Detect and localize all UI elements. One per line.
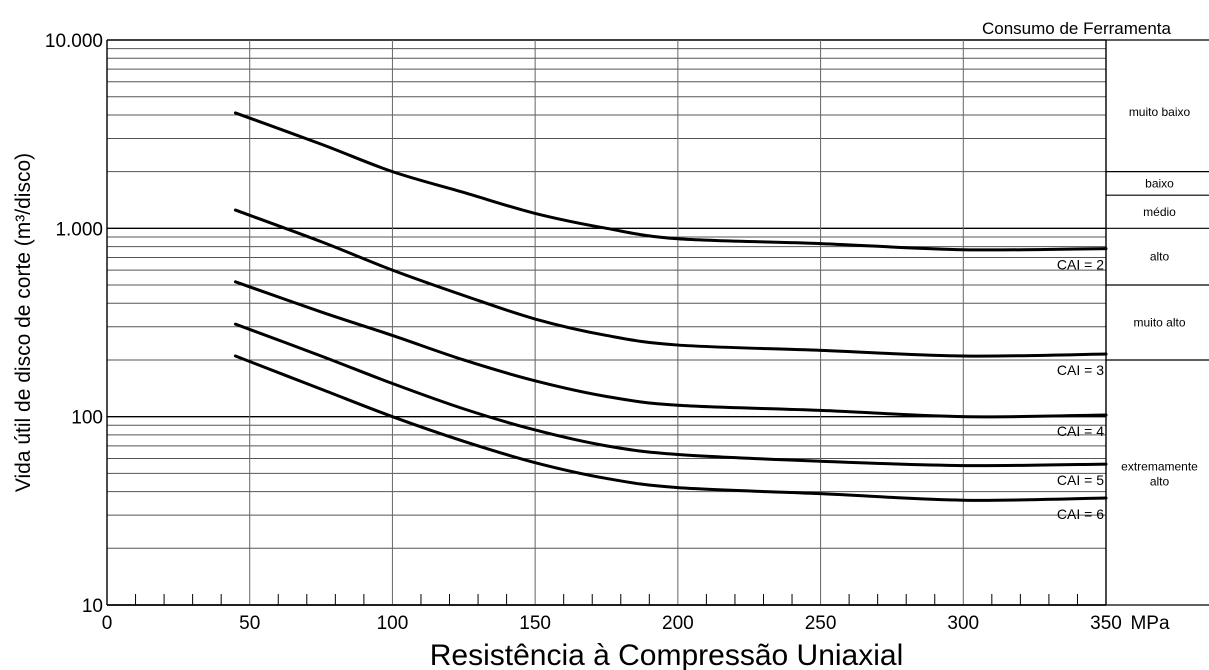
x-axis-title: Resistência à Compressão Uniaxial bbox=[430, 639, 904, 670]
series-label: CAI = 3 bbox=[1057, 362, 1104, 378]
y-axis-title: Vida útil de disco de corte (m³/disco) bbox=[12, 153, 35, 492]
series-line-cai-5 bbox=[233, 322, 1108, 468]
tool-consumption-panel: Consumo de Ferramenta muito baixo baixo méd… bbox=[982, 19, 1209, 606]
x-tick-label: 200 bbox=[662, 613, 694, 634]
zone-label: alto bbox=[1150, 250, 1170, 264]
zone-label: muito baixo bbox=[1129, 105, 1191, 119]
series-label: CAI = 5 bbox=[1057, 472, 1104, 488]
y-tick-label: 10 bbox=[82, 596, 103, 617]
series-label: CAI = 2 bbox=[1057, 257, 1104, 273]
series-line-cai-4 bbox=[233, 280, 1108, 419]
zone-label: extremamente bbox=[1121, 459, 1198, 473]
x-tick-label: 350 bbox=[1090, 613, 1122, 634]
x-tick-label: 250 bbox=[805, 613, 837, 634]
zone-label: muito alto bbox=[1133, 316, 1185, 330]
y-tick-label: 10.000 bbox=[45, 31, 103, 52]
axes bbox=[106, 40, 1107, 606]
x-tick-label: 0 bbox=[102, 613, 113, 634]
x-unit-label: MPa bbox=[1130, 613, 1170, 634]
series-line-cai-3 bbox=[233, 208, 1108, 358]
grid bbox=[106, 39, 1107, 606]
x-tick-label: 50 bbox=[239, 613, 260, 634]
x-tick-label: 300 bbox=[947, 613, 979, 634]
series-line-cai-6 bbox=[233, 354, 1108, 502]
x-tick-label: 100 bbox=[377, 613, 409, 634]
zone-label: alto bbox=[1150, 474, 1170, 488]
labels-group: 10 100 1.000 10.000 0 50 100 150 200 250 300 350 MPa… bbox=[12, 31, 1170, 670]
zone-label: médio bbox=[1143, 205, 1176, 219]
panel-title: Consumo de Ferramenta bbox=[982, 19, 1172, 38]
y-tick-label: 1.000 bbox=[55, 219, 103, 240]
y-tick-label: 100 bbox=[71, 408, 103, 429]
series-label: CAI = 4 bbox=[1057, 423, 1104, 439]
x-tick-label: 150 bbox=[519, 613, 551, 634]
series-group bbox=[233, 111, 1108, 502]
series-line-cai-2 bbox=[233, 111, 1108, 252]
series-label: CAI = 6 bbox=[1057, 506, 1104, 522]
zone-label: baixo bbox=[1145, 176, 1174, 190]
